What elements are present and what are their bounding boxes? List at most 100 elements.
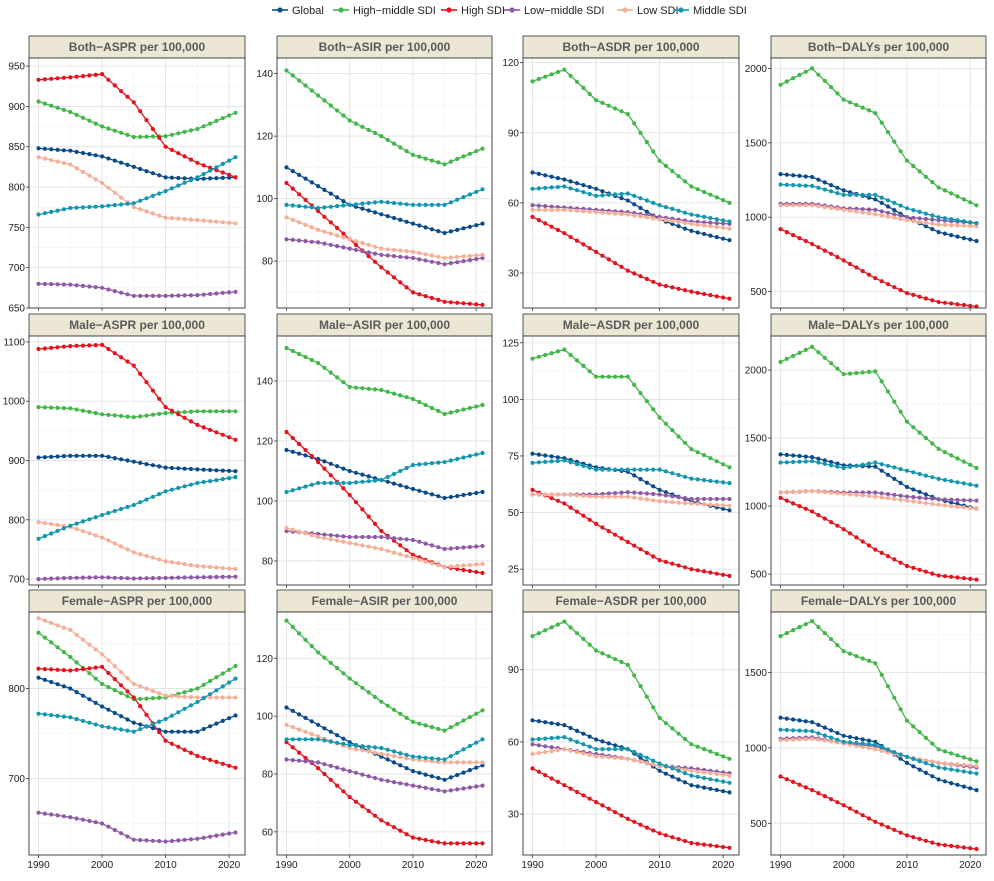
series-point bbox=[835, 523, 840, 528]
series-point bbox=[942, 497, 948, 502]
series-point bbox=[810, 489, 815, 494]
series-point bbox=[638, 755, 643, 760]
series-point bbox=[543, 628, 548, 633]
series-point bbox=[131, 837, 136, 842]
series-point bbox=[543, 459, 548, 464]
series-point bbox=[816, 722, 821, 728]
series-point bbox=[74, 74, 79, 79]
series-point bbox=[555, 227, 561, 233]
series-point bbox=[866, 816, 872, 821]
series-point bbox=[879, 200, 884, 205]
series-point bbox=[227, 220, 232, 225]
series-point bbox=[290, 449, 295, 454]
series-point bbox=[721, 503, 726, 508]
series-point bbox=[398, 217, 403, 222]
series-point bbox=[480, 570, 485, 576]
series-point bbox=[898, 830, 903, 835]
series-point bbox=[144, 293, 149, 298]
series-point bbox=[100, 821, 105, 826]
series-high-middle-sdi bbox=[778, 619, 979, 764]
series-point bbox=[651, 279, 656, 284]
series-point bbox=[568, 460, 573, 465]
series-point bbox=[474, 149, 479, 154]
series-point bbox=[316, 650, 321, 655]
series-point bbox=[936, 777, 941, 782]
series-point bbox=[74, 205, 79, 210]
series-point bbox=[682, 736, 688, 742]
series-point bbox=[904, 158, 910, 163]
series-point bbox=[625, 212, 630, 217]
series-point bbox=[536, 750, 542, 756]
series-point bbox=[353, 500, 359, 505]
series-point bbox=[816, 625, 821, 630]
series-point bbox=[949, 751, 954, 756]
series-point bbox=[335, 783, 340, 788]
series-point bbox=[417, 223, 422, 228]
series-point bbox=[600, 100, 605, 105]
series-point bbox=[436, 726, 441, 732]
series-point bbox=[379, 134, 384, 139]
series-point bbox=[436, 229, 441, 234]
series-point bbox=[169, 408, 174, 413]
series-point bbox=[581, 513, 586, 518]
series-point bbox=[606, 257, 611, 262]
series-point bbox=[562, 492, 567, 497]
series-point bbox=[227, 831, 232, 836]
series-point bbox=[138, 109, 143, 114]
series-point bbox=[131, 100, 136, 105]
series-point bbox=[727, 226, 732, 231]
series-point bbox=[176, 838, 181, 843]
series-point bbox=[784, 79, 789, 84]
series-point bbox=[803, 785, 808, 790]
series-point bbox=[860, 210, 865, 215]
legend-item: Low SDI bbox=[617, 5, 679, 17]
series-point bbox=[803, 622, 808, 627]
series-point bbox=[385, 200, 390, 205]
series-low-middle-sdi bbox=[284, 757, 485, 794]
series-point bbox=[36, 666, 41, 671]
series-point bbox=[290, 203, 295, 208]
series-point bbox=[936, 476, 941, 481]
series-point bbox=[157, 691, 162, 696]
series-point bbox=[360, 479, 365, 484]
series-point bbox=[676, 777, 681, 782]
series-point bbox=[188, 750, 194, 756]
series-point bbox=[436, 254, 441, 259]
series-point bbox=[284, 237, 289, 242]
series-point bbox=[594, 747, 599, 752]
series-point bbox=[42, 576, 48, 581]
series-point bbox=[448, 458, 453, 463]
series-point bbox=[911, 495, 916, 500]
series-point bbox=[385, 253, 390, 258]
series-point bbox=[49, 147, 54, 152]
series-point bbox=[810, 509, 815, 514]
series-point bbox=[188, 409, 194, 414]
series-point bbox=[169, 741, 174, 746]
plot-area bbox=[523, 612, 739, 855]
series-point bbox=[638, 547, 643, 552]
series-point bbox=[163, 738, 168, 743]
series-point bbox=[816, 185, 821, 190]
series-point bbox=[112, 710, 117, 716]
series-point bbox=[594, 193, 599, 198]
series-point bbox=[49, 679, 54, 685]
series-point bbox=[949, 217, 954, 222]
series-point bbox=[860, 744, 865, 750]
series-point bbox=[290, 725, 295, 730]
series-point bbox=[797, 453, 802, 459]
series-point bbox=[436, 260, 441, 266]
series-point bbox=[702, 770, 707, 775]
series-point bbox=[917, 567, 922, 572]
series-high-sdi bbox=[36, 664, 238, 770]
series-point bbox=[417, 758, 422, 763]
series-point bbox=[347, 246, 352, 251]
series-point bbox=[36, 630, 41, 635]
series-point bbox=[974, 465, 979, 471]
series-point bbox=[398, 483, 403, 488]
series-point bbox=[429, 227, 434, 232]
series-point bbox=[606, 211, 611, 216]
series-point bbox=[341, 380, 346, 385]
series-point bbox=[360, 685, 365, 690]
series-point bbox=[138, 500, 143, 505]
